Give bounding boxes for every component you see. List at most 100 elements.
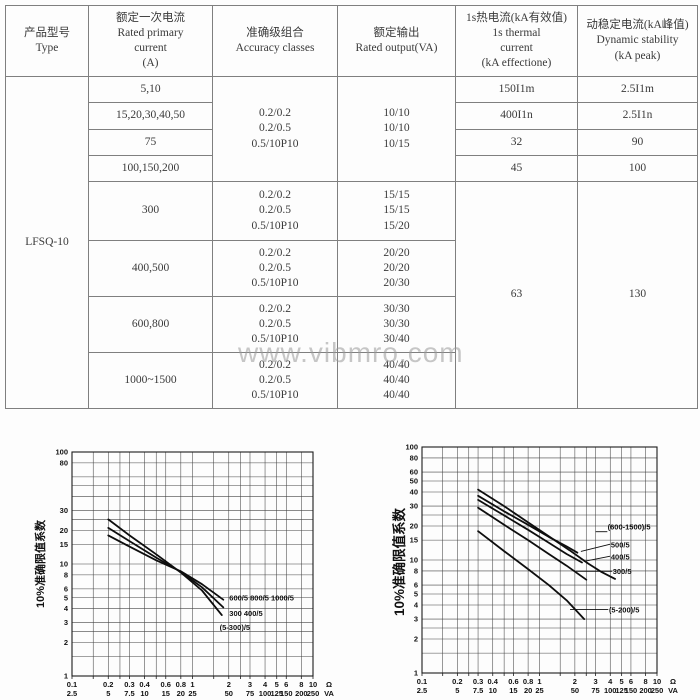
- x-unit-ohm: Ω: [670, 677, 676, 686]
- curve-300 400/5: [107, 527, 225, 609]
- table-cell: 0.2/0.2 0.2/0.5 0.5/10P10: [212, 76, 338, 182]
- table-row: LFSQ-10 5,10 0.2/0.2 0.2/0.5 0.5/10P10 10/10 1…: [5, 76, 698, 409]
- y-tick-label: 2: [64, 638, 68, 647]
- x-tick-label-ohm: 0.2: [103, 680, 113, 689]
- curve-400/5: [477, 499, 583, 564]
- x-unit-ohm: Ω: [326, 680, 332, 689]
- header-cell: 动稳定电流(kA峰值) Dynamic stability (kA peak): [577, 5, 698, 77]
- y-tick-label: 8: [414, 567, 418, 576]
- y-tick-label: 30: [410, 502, 418, 511]
- x-tick-label-va: 200: [295, 689, 308, 698]
- x-tick-label-ohm: 3: [248, 680, 252, 689]
- x-tick-label-va: 5: [455, 686, 459, 695]
- y-tick-label: 3: [414, 615, 418, 624]
- y-tick-label: 4: [414, 601, 419, 610]
- x-tick-label-ohm: 0.8: [176, 680, 186, 689]
- y-tick-label: 20: [410, 522, 418, 531]
- x-tick-label-va: 20: [177, 689, 185, 698]
- x-tick-label-va: 150: [625, 686, 638, 695]
- x-tick-label-ohm: 4: [263, 680, 268, 689]
- x-tick-label-va: 15: [509, 686, 517, 695]
- table-cell: LFSQ-10: [5, 76, 89, 409]
- x-tick-label-ohm: 2: [227, 680, 231, 689]
- y-tick-label: 5: [414, 590, 418, 599]
- x-tick-label-va: 5: [106, 689, 110, 698]
- y-tick-label: 40: [410, 488, 418, 497]
- table-cell: 63: [455, 181, 578, 409]
- table-cell: 150I1m: [455, 76, 578, 103]
- accuracy-limit-chart-left: 100803020151086543210.12.50.250.37.50.41…: [55, 448, 334, 698]
- x-tick-label-va: 20: [524, 686, 532, 695]
- x-tick-label-va: 75: [591, 686, 599, 695]
- series-label: (5-300)/5: [220, 623, 250, 632]
- x-tick-label-va: 200: [639, 686, 652, 695]
- accuracy-limit-chart-right: 100806050403020151086543210.12.50.250.37…: [405, 443, 678, 695]
- header-cell: 准确级组合 Accuracy classes: [212, 5, 338, 77]
- x-tick-label-ohm: 1: [537, 677, 541, 686]
- header-cell: 1s热电流(kA有效值) 1s thermal current (kA effecti…: [455, 5, 578, 77]
- table-cell: 5,10: [88, 76, 213, 103]
- table-row: 75 32 90: [6, 129, 698, 156]
- series-label: 500/5: [611, 540, 630, 549]
- x-tick-label-ohm: 10: [309, 680, 317, 689]
- x-tick-label-ohm: 2: [573, 677, 577, 686]
- x-tick-label-ohm: 4: [608, 677, 613, 686]
- y-tick-label: 10: [410, 556, 418, 565]
- table-cell: 40/40 40/40 40/40: [337, 352, 456, 409]
- curve-600/5 800/5 1000/5: [107, 534, 225, 601]
- table-cell: 1000~1500: [88, 352, 213, 409]
- table-cell: 15,20,30,40,50: [88, 102, 213, 130]
- y-tick-label: 60: [410, 468, 418, 477]
- y-tick-label: 8: [64, 570, 68, 579]
- table-cell: 45: [455, 155, 578, 182]
- table-cell: 10/10 10/10 10/15: [337, 76, 456, 182]
- spec-table: 产品型号 Type 额定一次电流 Rated primary current (A) 准确级…: [5, 5, 698, 409]
- curve-(5-200)/5: [477, 530, 586, 620]
- table-cell: 400I1n: [455, 102, 578, 130]
- table-row: 15,20,30,40,50 400I1n 2.5I1n: [6, 102, 698, 130]
- table-cell: 0.2/0.2 0.2/0.5 0.5/10P10: [212, 296, 338, 353]
- y-tick-label: 20: [60, 526, 68, 535]
- x-tick-label-va: 250: [307, 689, 320, 698]
- y-tick-label: 15: [410, 536, 418, 545]
- left-chart-y-axis-title: 10%准确限值系数: [35, 519, 47, 609]
- y-tick-label: 3: [64, 618, 68, 627]
- x-tick-label-va: 100: [604, 686, 617, 695]
- x-tick-label-va: 7.5: [124, 689, 134, 698]
- curve-300/5: [477, 506, 588, 581]
- right-chart-y-axis-title: 10%准确限值系数: [392, 507, 407, 617]
- table-cell: 400,500: [88, 240, 213, 297]
- x-tick-label-ohm: 0.8: [523, 677, 533, 686]
- y-tick-label: 6: [64, 584, 68, 593]
- table-row: 400,500 0.2/0.2 0.2/0.5 0.5/10P10 20/20 20/20…: [6, 240, 698, 297]
- x-tick-label-va: 15: [162, 689, 170, 698]
- y-tick-label: 2: [414, 635, 418, 644]
- series-label: (600-1500)/5: [608, 523, 651, 532]
- y-tick-label: 30: [60, 506, 68, 515]
- x-tick-label-ohm: 1: [190, 680, 194, 689]
- x-tick-label-ohm: 6: [284, 680, 288, 689]
- y-tick-label: 80: [60, 458, 68, 467]
- x-tick-label-ohm: 0.2: [452, 677, 462, 686]
- x-tick-label-ohm: 3: [593, 677, 597, 686]
- x-tick-label-ohm: 8: [644, 677, 648, 686]
- table-cell: 0.2/0.2 0.2/0.5 0.5/10P10: [212, 352, 338, 409]
- x-unit-va: VA: [668, 686, 678, 695]
- series-label: 400/5: [611, 553, 630, 562]
- table-cell: 2.5I1n: [577, 102, 698, 130]
- x-tick-label-va: 10: [489, 686, 497, 695]
- y-tick-label: 10: [60, 560, 68, 569]
- x-unit-va: VA: [324, 689, 334, 698]
- table-row: 300 0.2/0.2 0.2/0.5 0.5/10P10 15/15 15/15 15/2…: [6, 181, 698, 409]
- curve-(600-1500)/5: [477, 488, 616, 580]
- series-label: (5-200)/5: [609, 606, 639, 615]
- x-tick-label-va: 2.5: [67, 689, 77, 698]
- x-tick-label-ohm: 0.4: [488, 677, 499, 686]
- table-cell: 100,150,200: [88, 155, 213, 182]
- table-cell: 0.2/0.2 0.2/0.5 0.5/10P10: [212, 181, 338, 241]
- x-tick-label-va: 10: [140, 689, 148, 698]
- x-tick-label-va: 2.5: [417, 686, 427, 695]
- y-tick-label: 4: [64, 604, 69, 613]
- table-cell: 2.5I1m: [577, 76, 698, 103]
- series-label: 300/5: [613, 567, 632, 576]
